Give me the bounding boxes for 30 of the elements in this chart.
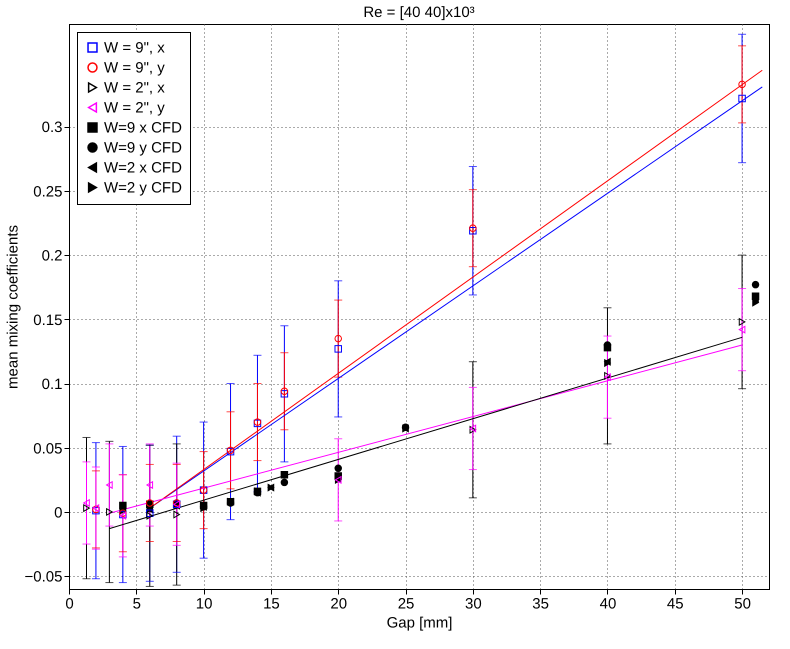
x-tick-label: 50 — [734, 596, 751, 612]
x-tick-label: 35 — [532, 596, 549, 612]
y-tick-label: −0.05 — [24, 568, 62, 586]
legend-label: W=2 y CFD — [104, 180, 182, 196]
x-tick-label: 10 — [196, 596, 212, 612]
x-tick-label: 20 — [330, 596, 348, 612]
legend-label: W = 2", y — [104, 100, 166, 116]
x-tick-label: 30 — [465, 596, 482, 612]
y-tick-label: 0.05 — [33, 440, 62, 458]
x-tick-label: 0 — [65, 596, 74, 612]
x-axis-title: Gap [mm] — [386, 614, 452, 632]
x-tick-label: 45 — [666, 596, 684, 612]
legend-label: W=2 x CFD — [104, 160, 182, 176]
y-tick-label: 0.1 — [42, 376, 62, 394]
y-tick-label: 0.3 — [42, 119, 62, 136]
legend-label: W=9 x CFD — [104, 120, 182, 136]
y-axis-title: mean mixing coefficients — [4, 225, 22, 389]
chart-title: Re = [40 40]x10³ — [363, 4, 475, 21]
x-tick-label: 25 — [398, 596, 414, 612]
legend-label: W=9 y CFD — [104, 140, 182, 156]
x-tick-label: 5 — [132, 596, 141, 612]
y-tick-label: 0 — [54, 504, 62, 522]
y-tick-label: 0.25 — [33, 183, 62, 200]
legend-label: W = 9", y — [104, 60, 166, 76]
legend-label: W = 2", x — [104, 80, 166, 96]
x-tick-label: 15 — [263, 596, 280, 612]
y-tick-label: 0.15 — [33, 312, 62, 329]
legend-label: W = 9", x — [104, 40, 166, 56]
x-tick-label: 40 — [600, 596, 616, 612]
y-tick-label: 0.2 — [42, 248, 62, 265]
